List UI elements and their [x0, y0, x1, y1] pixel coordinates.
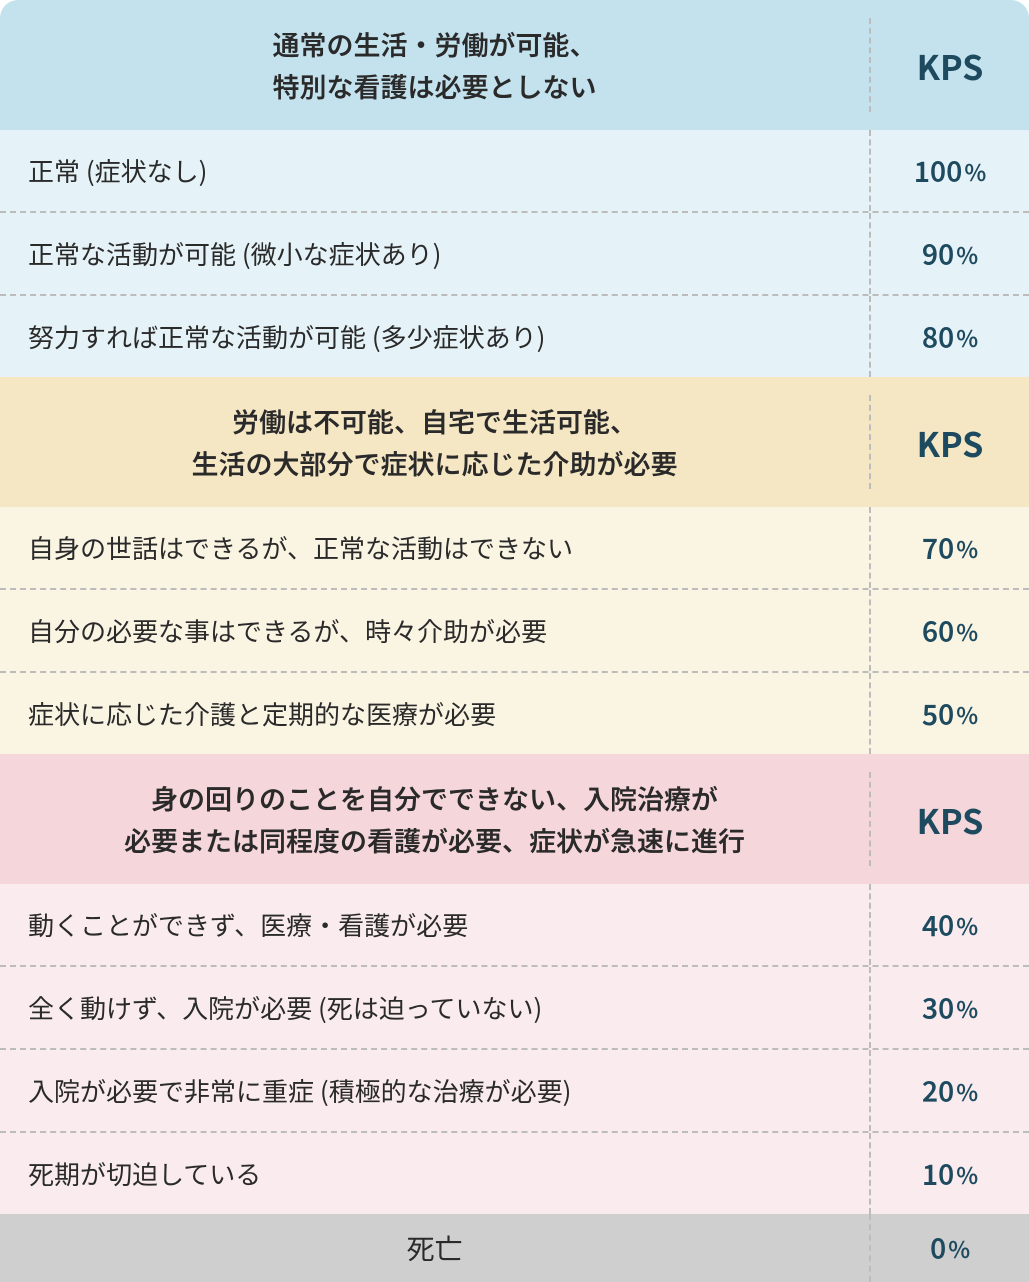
table-row: 入院が必要で非常に重症 (積極的な治療が必要)20%	[0, 1048, 1029, 1131]
row-description: 努力すれば正常な活動が可能 (多少症状あり)	[0, 296, 869, 377]
row-description: 症状に応じた介護と定期的な医療が必要	[0, 673, 869, 754]
row-description: 死期が切迫している	[0, 1133, 869, 1214]
row-description: 入院が必要で非常に重症 (積極的な治療が必要)	[0, 1050, 869, 1131]
kps-value-number: 80	[922, 317, 954, 357]
table-row: 症状に応じた介護と定期的な医療が必要50%	[0, 671, 1029, 754]
row-kps-value: 60%	[869, 590, 1029, 671]
section-header-line2: 生活の大部分で症状に応じた介助が必要	[20, 442, 849, 484]
kps-value-number: 50	[922, 694, 954, 734]
section-header-line2: 特別な看護は必要としない	[20, 65, 849, 107]
percent-symbol: %	[956, 320, 978, 354]
section-header-desc: 労働は不可能、自宅で生活可能、生活の大部分で症状に応じた介助が必要	[0, 400, 869, 484]
kps-value-number: 0	[930, 1228, 946, 1268]
row-kps-value: 100%	[869, 130, 1029, 211]
kps-value-number: 40	[922, 905, 954, 945]
section-header: 通常の生活・労働が可能、特別な看護は必要としないKPS	[0, 0, 1029, 130]
kps-value-number: 90	[922, 234, 954, 274]
table-row: 正常 (症状なし)100%	[0, 130, 1029, 211]
section-header-line1: 労働は不可能、自宅で生活可能、	[20, 400, 849, 442]
percent-symbol: %	[956, 908, 978, 942]
section-header: 身の回りのことを自分でできない、入院治療が必要または同程度の看護が必要、症状が急…	[0, 754, 1029, 884]
row-description: 自身の世話はできるが、正常な活動はできない	[0, 507, 869, 588]
percent-symbol: %	[956, 614, 978, 648]
kps-value-number: 100	[914, 151, 963, 191]
death-kps-value: 0%	[869, 1214, 1029, 1282]
percent-symbol: %	[956, 697, 978, 731]
row-kps-value: 90%	[869, 213, 1029, 294]
row-kps-value: 10%	[869, 1133, 1029, 1214]
table-row: 自分の必要な事はできるが、時々介助が必要60%	[0, 588, 1029, 671]
table-row: 自身の世話はできるが、正常な活動はできない70%	[0, 507, 1029, 588]
kps-value-number: 60	[922, 611, 954, 651]
kps-value-number: 10	[922, 1154, 954, 1194]
death-row: 死亡0%	[0, 1214, 1029, 1282]
table-row: 死期が切迫している10%	[0, 1131, 1029, 1214]
row-kps-value: 70%	[869, 507, 1029, 588]
kps-column-label: KPS	[869, 772, 1029, 866]
row-kps-value: 80%	[869, 296, 1029, 377]
section-header: 労働は不可能、自宅で生活可能、生活の大部分で症状に応じた介助が必要KPS	[0, 377, 1029, 507]
table-row: 正常な活動が可能 (微小な症状あり)90%	[0, 211, 1029, 294]
row-description: 正常 (症状なし)	[0, 130, 869, 211]
percent-symbol: %	[956, 237, 978, 271]
row-kps-value: 30%	[869, 967, 1029, 1048]
table-row: 動くことができず、医療・看護が必要40%	[0, 884, 1029, 965]
death-label: 死亡	[0, 1214, 869, 1282]
section-header-desc: 身の回りのことを自分でできない、入院治療が必要または同程度の看護が必要、症状が急…	[0, 777, 869, 861]
row-kps-value: 50%	[869, 673, 1029, 754]
kps-value-number: 70	[922, 528, 954, 568]
kps-value-number: 30	[922, 988, 954, 1028]
table-row: 全く動けず、入院が必要 (死は迫っていない)30%	[0, 965, 1029, 1048]
kps-column-label: KPS	[869, 18, 1029, 112]
kps-value-number: 20	[922, 1071, 954, 1111]
percent-symbol: %	[964, 154, 986, 188]
kps-column-label: KPS	[869, 395, 1029, 489]
row-description: 正常な活動が可能 (微小な症状あり)	[0, 213, 869, 294]
percent-symbol: %	[956, 1074, 978, 1108]
row-description: 動くことができず、医療・看護が必要	[0, 884, 869, 965]
row-description: 自分の必要な事はできるが、時々介助が必要	[0, 590, 869, 671]
section-header-line1: 身の回りのことを自分でできない、入院治療が	[20, 777, 849, 819]
percent-symbol: %	[956, 531, 978, 565]
section-header-line1: 通常の生活・労働が可能、	[20, 23, 849, 65]
row-kps-value: 40%	[869, 884, 1029, 965]
row-description: 全く動けず、入院が必要 (死は迫っていない)	[0, 967, 869, 1048]
section-header-line2: 必要または同程度の看護が必要、症状が急速に進行	[20, 819, 849, 861]
section-header-desc: 通常の生活・労働が可能、特別な看護は必要としない	[0, 23, 869, 107]
row-kps-value: 20%	[869, 1050, 1029, 1131]
table-row: 努力すれば正常な活動が可能 (多少症状あり)80%	[0, 294, 1029, 377]
kps-table: 通常の生活・労働が可能、特別な看護は必要としないKPS正常 (症状なし)100%…	[0, 0, 1029, 1282]
percent-symbol: %	[956, 1157, 978, 1191]
percent-symbol: %	[948, 1231, 970, 1265]
percent-symbol: %	[956, 991, 978, 1025]
